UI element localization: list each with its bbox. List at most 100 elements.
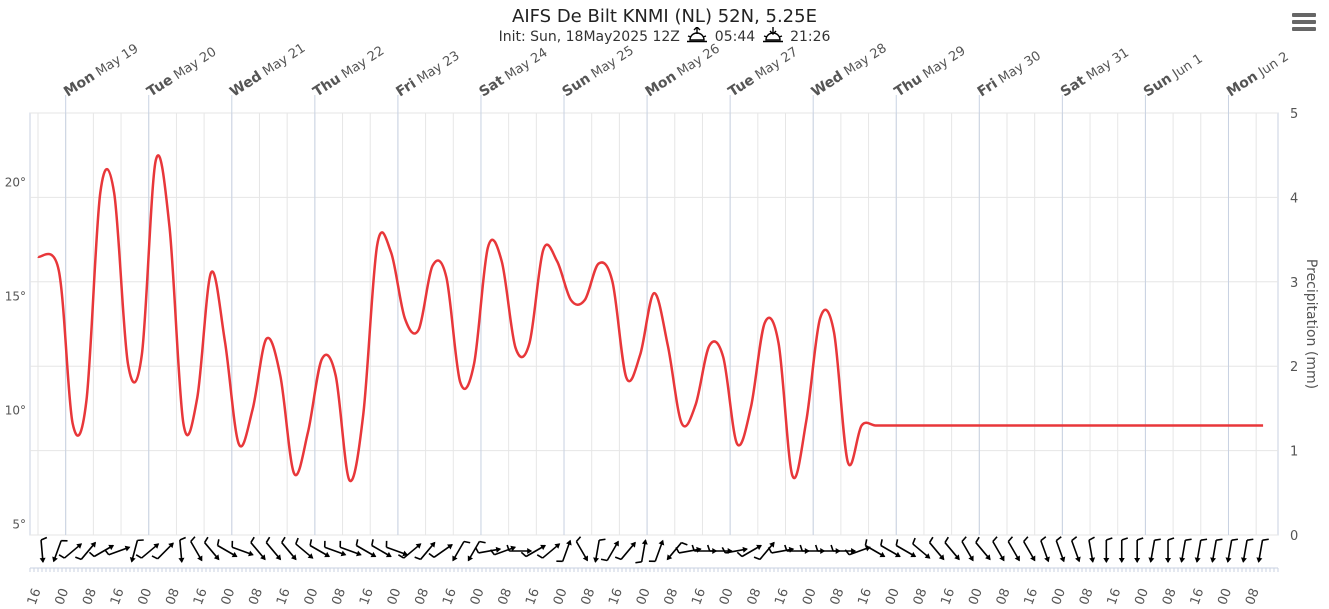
wind-barb-feather [1200,538,1208,541]
x-tick-label: 08 [246,586,266,607]
day-label-weekday: Thu [310,71,343,100]
wind-barb [231,540,254,557]
wind-barb-shaft [678,548,701,554]
wind-barb-shaft [386,546,408,556]
day-label: Sun May 25 [559,42,636,100]
x-tick-label: 00 [634,586,654,607]
wind-barb-arrowhead [231,551,238,558]
wind-barb-feather [691,544,696,552]
wind-barb-feather [40,536,48,541]
wind-barb-arrowhead [356,550,362,557]
wind-barb-arrowhead [593,557,600,563]
wind-barb-arrowhead [1059,556,1066,563]
wind-barb-arrowhead [1179,557,1186,563]
wind-barb-arrowhead [613,540,619,547]
x-tick-label: 08 [911,586,931,607]
wind-barb [355,539,377,558]
wind-barb [1103,537,1113,563]
wind-barb-feather [231,540,234,548]
wind-barb-shaft [1023,541,1036,561]
wind-barb [1165,537,1175,563]
x-tick-label: 00 [468,586,488,607]
x-tick-label: 08 [745,586,765,607]
wind-barb-arrowhead [52,556,58,563]
wind-barb [203,536,220,561]
wind-barb [992,536,1005,562]
x-tick-label: 00 [53,586,73,607]
wind-barb [1194,538,1208,563]
wind-barb [1070,536,1081,563]
wind-barb [575,536,589,562]
wind-barb-arrowhead [742,546,748,553]
wind-barb [675,546,702,554]
temperature-series-line [37,154,1264,483]
wind-barb-arrowhead [429,541,436,548]
wind-barb-feather [295,537,299,545]
y-left-tick-label: 5° [12,518,26,532]
wind-barb-feather [385,540,388,548]
wind-barb-arrowhead [666,554,673,561]
day-label-date: May 24 [499,45,551,86]
sunset-time: 21:26 [790,29,831,45]
wind-barb-arrowhead [1240,557,1247,563]
wind-barb-feather [58,554,65,559]
wind-barb [58,543,83,559]
wind-barb [666,541,688,561]
wind-barb-shaft [355,544,376,558]
wind-barb-arrowhead [291,554,297,561]
wind-barb-arrowhead [566,539,572,546]
wind-barb-arrowhead [820,548,826,554]
wind-barb [1040,536,1050,563]
wind-barb-arrowhead [879,551,886,558]
wind-barb-feather [371,539,374,546]
wind-barb [385,540,409,557]
wind-barb-arrowhead [1089,557,1096,563]
wind-barb-shaft [666,542,683,560]
wind-barb [928,536,945,561]
wind-barb-shaft [561,540,571,562]
wind-barb-feather [1121,537,1129,541]
wind-barb-arrowhead [447,544,453,550]
wind-barb [1134,537,1144,563]
wind-barb-feather [203,536,209,543]
wind-barb-shaft [1055,540,1065,562]
wind-barb [250,536,266,561]
wind-barb-feather [1040,536,1047,542]
wind-barb-feather [600,558,608,562]
wind-barb-feather [520,551,527,558]
wind-barb-feather [1088,536,1095,541]
wind-barb-shaft [975,542,991,560]
x-tick-label: 08 [828,586,848,607]
wind-barb-arrowhead [1118,558,1125,563]
wind-barb-feather [323,540,326,548]
wind-barb [1240,538,1254,563]
wind-barb-feather [397,554,405,559]
x-tick-label: 16 [606,586,626,607]
day-label: Mon May 26 [643,41,723,101]
wind-barb-arrowhead [910,551,917,558]
wind-barb-feather [463,540,471,544]
wind-barb-shaft [80,542,96,560]
wind-barb-shaft [1242,540,1248,562]
day-label: Tue May 27 [726,44,801,101]
wind-barb-feather [830,544,834,552]
wind-barb-shaft [1196,540,1202,562]
wind-barb-arrowhead [582,555,588,562]
wind-barb-shaft [725,548,748,554]
x-tick-label: 16 [689,586,709,607]
wind-barb [295,537,314,559]
wind-barb-arrowhead [452,555,458,562]
wind-barb-feather [992,536,998,543]
wind-barb-shaft [433,544,453,558]
wind-barb-shaft [1257,540,1264,562]
wind-barb-shaft [250,542,266,560]
hamburger-menu-icon[interactable] [1292,13,1316,33]
wind-barb-shaft [295,543,314,559]
x-tick-label: 16 [274,586,294,607]
wind-barb-shaft [961,541,974,561]
wind-barb-feather [912,537,916,545]
wind-barb-arrowhead [76,543,83,549]
wind-barb-arrowhead [213,554,220,561]
wind-barb-arrowhead [129,556,136,563]
